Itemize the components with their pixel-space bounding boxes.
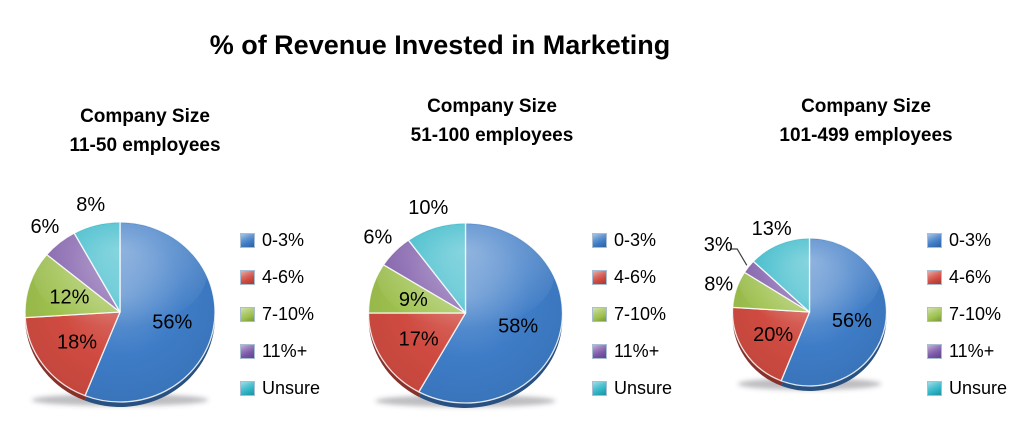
legend-item-4-6-: 4-6% bbox=[240, 259, 320, 296]
pie-slice-4-6% bbox=[731, 306, 811, 382]
legend-label: 7-10% bbox=[262, 304, 315, 324]
legend-swatch-icon bbox=[240, 344, 255, 359]
data-label-0-3%: 58% bbox=[498, 316, 538, 338]
legend-label: Unsure bbox=[614, 378, 673, 398]
legend-swatch-icon bbox=[240, 307, 255, 322]
chart-subtitle-line2: 51-100 employees bbox=[410, 125, 574, 146]
legend-item-unsure: Unsure bbox=[592, 370, 672, 407]
legend-label: 0-3% bbox=[262, 230, 305, 250]
legend-label: 0-3% bbox=[949, 230, 992, 250]
data-label-11%+: 6% bbox=[30, 216, 59, 238]
legend-swatch-icon bbox=[592, 307, 607, 322]
chart-subtitle: Company Size 51-100 employees bbox=[377, 92, 607, 150]
chart-subtitle: Company Size 11-50 employees bbox=[30, 102, 260, 160]
data-label-0-3%: 56% bbox=[152, 311, 192, 333]
legend-item-0-3-: 0-3% bbox=[240, 222, 320, 259]
data-label-Unsure: 13% bbox=[752, 218, 792, 240]
data-label-7-10%: 12% bbox=[49, 286, 89, 308]
legend-11-50-employees: 0-3% 4-6% 7-10% 11%+ Unsure bbox=[240, 222, 320, 407]
legend-swatch-icon bbox=[927, 233, 942, 248]
legend-swatch-icon bbox=[592, 270, 607, 285]
legend-swatch-icon bbox=[240, 270, 255, 285]
data-label-Unsure: 8% bbox=[76, 194, 105, 216]
legend-label: 7-10% bbox=[614, 304, 667, 324]
legend-label: 0-3% bbox=[614, 230, 657, 250]
data-label-4-6%: 17% bbox=[399, 329, 439, 351]
legend-item-0-3-: 0-3% bbox=[927, 222, 1007, 259]
data-label-4-6%: 20% bbox=[753, 324, 793, 346]
callout-line-11%+ bbox=[730, 248, 748, 266]
legend-swatch-icon bbox=[592, 344, 607, 359]
pie-101-499-employees: 56% 20% 8% 3% 13% bbox=[704, 218, 888, 391]
legend-swatch-icon bbox=[240, 381, 255, 396]
data-label-4-6%: 18% bbox=[57, 332, 97, 354]
legend-swatch-icon bbox=[592, 233, 607, 248]
legend-item-unsure: Unsure bbox=[927, 370, 1007, 407]
legend-item-unsure: Unsure bbox=[240, 370, 320, 407]
legend-label: 11%+ bbox=[614, 341, 660, 361]
legend-label: 4-6% bbox=[262, 267, 305, 287]
legend-label: 4-6% bbox=[949, 267, 992, 287]
chart-subtitle-line1: Company Size bbox=[801, 96, 931, 117]
legend-item-4-6-: 4-6% bbox=[927, 259, 1007, 296]
chart-title: % of Revenue Invested in Marketing bbox=[209, 30, 671, 60]
pie-slice-4-6% bbox=[367, 312, 467, 393]
legend-item-0-3-: 0-3% bbox=[592, 222, 672, 259]
legend-item-11-: 11%+ bbox=[927, 333, 1007, 370]
legend-swatch-icon bbox=[240, 233, 255, 248]
chart-subtitle: Company Size 101-499 employees bbox=[751, 92, 981, 150]
chart-group-101-499-employees: Company Size 101-499 employees 56% 20% 8% 3… bbox=[690, 85, 1027, 448]
legend-swatch-icon bbox=[927, 307, 942, 322]
pie-gloss bbox=[32, 223, 208, 328]
legend-label: 7-10% bbox=[949, 304, 1002, 324]
legend-item-7-10-: 7-10% bbox=[927, 296, 1007, 333]
legend-label: Unsure bbox=[949, 378, 1008, 398]
legend-swatch-icon bbox=[927, 344, 942, 359]
chart-subtitle-line1: Company Size bbox=[427, 96, 557, 117]
legend-item-4-6-: 4-6% bbox=[592, 259, 672, 296]
chart-subtitle-line2: 11-50 employees bbox=[69, 135, 221, 156]
pie-11-50-employees: 56% 18% 12% 6% 8% bbox=[24, 194, 216, 407]
chart-group-51-100-employees: Company Size 51-100 employees 58% 17% 9% 6%… bbox=[350, 85, 690, 448]
legend-item-11-: 11%+ bbox=[592, 333, 672, 370]
data-label-Unsure: 10% bbox=[408, 197, 448, 219]
data-label-7-10%: 8% bbox=[704, 274, 733, 296]
legend-label: Unsure bbox=[262, 378, 321, 398]
pie-gloss bbox=[738, 239, 881, 325]
chart-subtitle-line2: 101-499 employees bbox=[779, 125, 953, 146]
legend-item-11-: 11%+ bbox=[240, 333, 320, 370]
data-label-7-10%: 9% bbox=[399, 289, 428, 311]
legend-item-7-10-: 7-10% bbox=[592, 296, 672, 333]
legend-label: 4-6% bbox=[614, 267, 657, 287]
legend-101-499-employees: 0-3% 4-6% 7-10% 11%+ Unsure bbox=[927, 222, 1007, 407]
legend-label: 11%+ bbox=[949, 341, 995, 361]
data-label-11%+: 6% bbox=[363, 227, 392, 249]
data-label-11%+: 3% bbox=[704, 234, 733, 256]
pie-gloss bbox=[376, 224, 555, 329]
chart-group-11-50-employees: Company Size 11-50 employees 56% 18% 12% 6%… bbox=[0, 85, 345, 448]
legend-51-100-employees: 0-3% 4-6% 7-10% 11%+ Unsure bbox=[592, 222, 672, 407]
legend-item-7-10-: 7-10% bbox=[240, 296, 320, 333]
pie-51-100-employees: 58% 17% 9% 6% 10% bbox=[363, 197, 564, 408]
legend-swatch-icon bbox=[927, 381, 942, 396]
chart-subtitle-line1: Company Size bbox=[80, 106, 210, 127]
data-label-0-3%: 56% bbox=[832, 310, 872, 332]
pie-slice-4-6% bbox=[24, 311, 121, 397]
legend-label: 11%+ bbox=[262, 341, 308, 361]
legend-swatch-icon bbox=[927, 270, 942, 285]
legend-swatch-icon bbox=[592, 381, 607, 396]
